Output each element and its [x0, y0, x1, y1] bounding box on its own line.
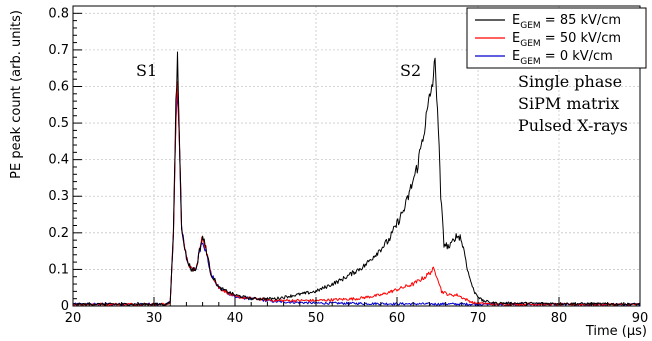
- y-tick-label: 0.5: [48, 116, 69, 131]
- x-tick-label: 80: [551, 311, 568, 326]
- axis-ticks: [72, 12, 641, 307]
- legend-label: EGEM = 0 kV/cm: [512, 49, 613, 67]
- y-axis-label: PE peak count (arb. units): [9, 10, 24, 179]
- series-line-e85: [72, 51, 641, 306]
- annotation-s2: S2: [400, 61, 421, 80]
- x-tick-label: 50: [308, 311, 325, 326]
- annotation-info: Single phase SiPM matrix Pulsed X-rays: [518, 72, 628, 135]
- x-tick-label: 60: [389, 311, 406, 326]
- x-axis-label: Time (μs): [585, 324, 647, 339]
- y-tick-label: 0: [61, 299, 69, 314]
- annotation-info-line: Pulsed X-rays: [518, 116, 628, 135]
- plot-series: [72, 51, 641, 307]
- y-tick-label: 0.8: [48, 6, 69, 21]
- annotation-s1: S1: [136, 61, 157, 80]
- legend-entry: EGEM = 50 kV/cm: [475, 31, 621, 49]
- tick-labels: 20 30 40 50 60 70 80 90 0 0.1 0.2 0.3 0.4 0.5 0.6 0.7 0.…: [48, 6, 648, 326]
- legend: EGEM = 85 kV/cm EGEM = 50 kV/cm EGEM = 0…: [466, 7, 647, 69]
- legend-label: EGEM = 85 kV/cm: [512, 13, 621, 31]
- series-line-e0: [72, 93, 641, 307]
- x-tick-label: 30: [146, 311, 163, 326]
- annotation-info-line: SiPM matrix: [518, 94, 619, 113]
- legend-entry: EGEM = 0 kV/cm: [475, 49, 613, 67]
- x-tick-label: 70: [470, 311, 487, 326]
- x-tick-label: 90: [632, 311, 649, 326]
- y-tick-label: 0.6: [48, 79, 69, 94]
- legend-entry: EGEM = 85 kV/cm: [475, 13, 621, 31]
- y-tick-label: 0.2: [48, 226, 69, 241]
- annotation-info-line: Single phase: [518, 72, 622, 91]
- y-tick-label: 0.7: [48, 43, 69, 58]
- x-tick-label: 20: [65, 311, 82, 326]
- plot-frame: [72, 5, 641, 307]
- x-tick-label: 40: [227, 311, 244, 326]
- legend-label: EGEM = 50 kV/cm: [512, 31, 621, 49]
- y-tick-label: 0.4: [48, 153, 69, 168]
- y-tick-label: 0.3: [48, 189, 69, 204]
- y-tick-label: 0.1: [48, 262, 69, 277]
